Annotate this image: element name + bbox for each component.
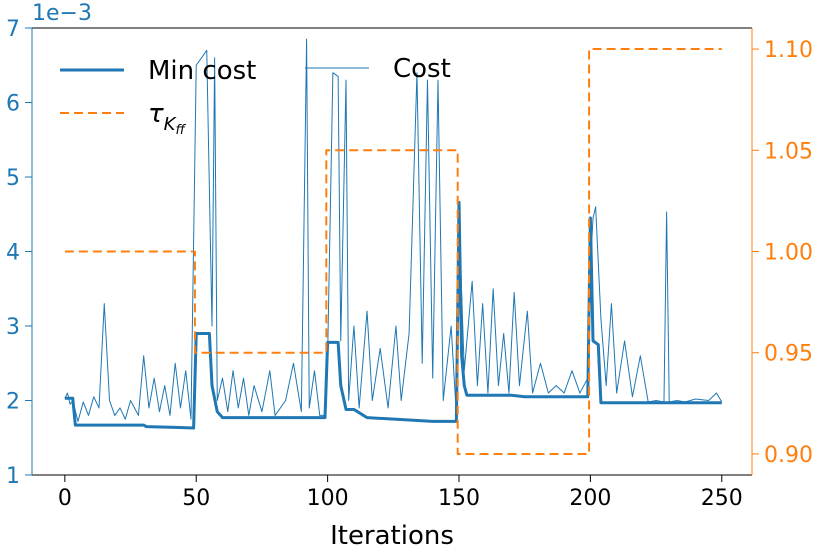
y2-tick-label: 1.00 bbox=[764, 241, 813, 266]
series-line bbox=[64, 38, 723, 422]
y-tick-label: 5 bbox=[6, 166, 20, 191]
y2-tick-label: 1.05 bbox=[764, 139, 813, 164]
y-tick-label: 1 bbox=[6, 464, 20, 489]
legend-label: Min cost bbox=[148, 56, 256, 86]
series-line bbox=[64, 48, 722, 455]
x-tick-label: 50 bbox=[182, 486, 210, 511]
x-tick-label: 250 bbox=[701, 486, 743, 511]
x-tick-label: 0 bbox=[58, 486, 72, 511]
y-tick-label: 4 bbox=[6, 241, 20, 266]
y2-tick-label: 0.95 bbox=[764, 342, 813, 367]
legend-label-text: Cost bbox=[393, 54, 451, 84]
x-tick-label: 200 bbox=[569, 486, 611, 511]
x-tick-label: 100 bbox=[307, 486, 349, 511]
y2-tick-label: 0.90 bbox=[764, 443, 813, 468]
legend-label: Cost bbox=[393, 54, 451, 84]
x-tick-label: 150 bbox=[438, 486, 480, 511]
x-axis-label: Iterations bbox=[330, 521, 454, 551]
y-tick-label: 2 bbox=[6, 390, 20, 415]
y-offset-label: 1e−3 bbox=[32, 1, 92, 26]
y-tick-label: 6 bbox=[6, 92, 20, 117]
legend-label-text: τ bbox=[148, 99, 164, 129]
legend-label-text: Min cost bbox=[148, 56, 256, 86]
y-tick-label: 3 bbox=[6, 315, 20, 340]
legend-label-sub: K bbox=[164, 114, 177, 135]
series-line bbox=[64, 200, 722, 430]
y-tick-label: 7 bbox=[6, 17, 20, 42]
legend-label: τKff bbox=[148, 99, 186, 138]
y2-tick-label: 1.10 bbox=[764, 38, 813, 63]
legend-label-subsub: ff bbox=[175, 123, 186, 138]
